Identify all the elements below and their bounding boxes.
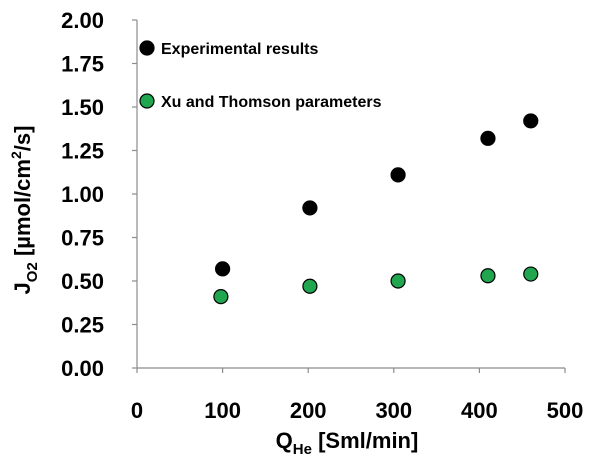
legend-marker xyxy=(139,40,155,56)
y-axis-title-sup: 2 xyxy=(8,151,24,159)
data-point-series-2 xyxy=(213,289,229,305)
y-tick-label: 1.50 xyxy=(61,95,104,120)
data-point-series-2 xyxy=(302,278,318,294)
data-point-series-1 xyxy=(480,130,496,146)
data-point-series-1 xyxy=(390,167,406,183)
tick-labels: 0.00 0.25 0.50 0.75 1.00 1.25 1.50 1.75 2.00 0 100… xyxy=(61,8,583,423)
x-axis-title-rest: [Sml/min] xyxy=(312,428,418,453)
y-tick-label: 2.00 xyxy=(61,8,104,33)
y-axis-title-sub: O2 xyxy=(24,262,41,282)
legend: Experimental results Xu and Thomson param… xyxy=(139,40,382,111)
legend-label: Xu and Thomson parameters xyxy=(161,94,382,111)
y-tick-label: 1.75 xyxy=(61,52,104,77)
x-tick-label: 300 xyxy=(375,398,412,423)
y-tick-label: 0.25 xyxy=(61,313,104,338)
y-axis-title-rest2: /s] xyxy=(10,126,35,152)
legend-label: Experimental results xyxy=(161,41,319,58)
x-axis-title-sub: He xyxy=(293,441,312,458)
y-axis-title-main: J xyxy=(10,282,35,294)
x-tick-label: 400 xyxy=(461,398,498,423)
data-point-series-1 xyxy=(523,113,539,129)
data-point-series-2 xyxy=(390,273,406,289)
legend-marker xyxy=(139,93,155,109)
y-axis-title-rest1: [µmol/cm xyxy=(10,159,35,262)
y-tick-label: 1.00 xyxy=(61,182,104,207)
x-tick-label: 200 xyxy=(290,398,327,423)
x-axis-title: QHe [Sml/min] xyxy=(276,428,419,458)
x-tick-label: 0 xyxy=(131,398,143,423)
data-point-series-1 xyxy=(302,200,318,216)
x-tick-label: 100 xyxy=(204,398,241,423)
y-tick-label: 1.25 xyxy=(61,139,104,164)
x-tick-label: 500 xyxy=(547,398,584,423)
data-points xyxy=(213,113,539,305)
y-axis-title: JO2 [µmol/cm2/s] xyxy=(8,126,41,295)
y-tick-label: 0.50 xyxy=(61,269,104,294)
y-tick-label: 0.00 xyxy=(61,356,104,381)
data-point-series-2 xyxy=(523,266,539,282)
data-point-series-2 xyxy=(480,268,496,284)
axes xyxy=(132,19,566,373)
data-point-series-1 xyxy=(215,261,231,277)
x-axis-title-main: Q xyxy=(276,428,293,453)
y-tick-label: 0.75 xyxy=(61,226,104,251)
